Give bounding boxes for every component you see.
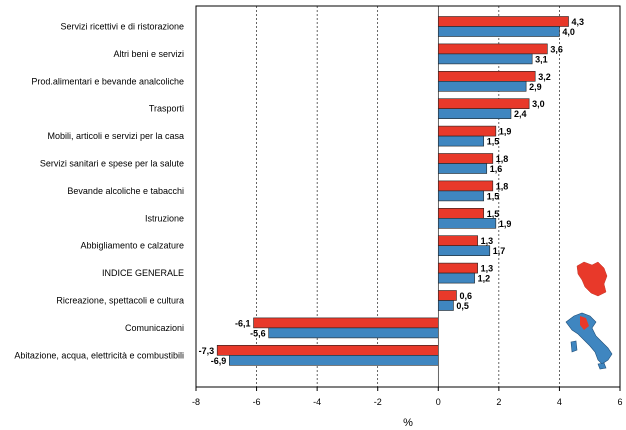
bar-italia xyxy=(437,26,560,37)
data-label: 1,8 xyxy=(496,154,509,164)
bar-toscana xyxy=(437,290,457,301)
data-label: 4,3 xyxy=(572,17,585,27)
bar-italia xyxy=(437,272,475,284)
data-label: 1,5 xyxy=(487,191,500,201)
tuscany-map-icon xyxy=(576,261,608,297)
bar-italia xyxy=(437,300,454,311)
data-label: 2,9 xyxy=(529,82,542,92)
data-label: -7,3 xyxy=(199,346,215,356)
data-label: 1,3 xyxy=(481,236,494,246)
data-label: 1,9 xyxy=(499,127,512,137)
x-tick-label: 4 xyxy=(557,397,562,407)
bar-toscana xyxy=(437,43,548,55)
bar-italia xyxy=(437,245,491,256)
data-label: 1,8 xyxy=(496,181,509,191)
data-label: 4,0 xyxy=(562,27,575,37)
x-axis-label: % xyxy=(403,417,413,429)
data-label: -6,1 xyxy=(235,318,251,328)
bar-toscana xyxy=(437,208,485,219)
data-label: 1,5 xyxy=(487,209,500,219)
bar-italia xyxy=(437,108,512,119)
bar-toscana xyxy=(437,153,494,164)
bar-italia xyxy=(437,135,485,147)
bar-italia xyxy=(437,53,533,65)
category-label: Altri beni e servizi xyxy=(113,49,184,59)
bar-toscana xyxy=(437,125,497,137)
x-tick-label: -6 xyxy=(253,397,261,407)
category-label: Abbigliamento e calzature xyxy=(80,241,184,251)
data-label: -5,6 xyxy=(250,328,266,338)
x-axis-ticks: -8 -6 -4 -2 0 2 4 6 xyxy=(192,387,623,407)
category-label: Istruzione xyxy=(145,213,184,223)
bar-toscana xyxy=(437,180,494,192)
bar-italia xyxy=(437,81,527,92)
category-label: INDICE GENERALE xyxy=(102,268,184,278)
category-label: Trasporti xyxy=(149,104,184,114)
data-label: 2,4 xyxy=(514,109,527,119)
bar-toscana xyxy=(437,98,530,109)
data-label: 1,3 xyxy=(481,264,494,274)
bar-toscana xyxy=(437,262,478,274)
category-label: Mobili, articoli e servizi per la casa xyxy=(47,131,184,141)
category-label: Prod.alimentari e bevande analcoliche xyxy=(31,76,184,86)
bar-italia xyxy=(437,190,485,202)
x-tick-label: 0 xyxy=(436,397,441,407)
bar-italia xyxy=(437,163,488,174)
data-label: -6,9 xyxy=(211,356,227,366)
bar-toscana xyxy=(253,317,439,329)
category-label: Bevande alcoliche e tabacchi xyxy=(67,186,184,196)
bar-toscana xyxy=(437,16,569,27)
data-label: 1,5 xyxy=(487,137,500,147)
bar-toscana xyxy=(437,235,478,246)
bars xyxy=(216,16,569,366)
data-label: 3,0 xyxy=(532,99,545,109)
italy-map-icon xyxy=(565,312,613,370)
x-tick-label: -4 xyxy=(313,397,321,407)
bar-italia xyxy=(268,327,439,339)
x-tick-label: -2 xyxy=(374,397,382,407)
category-labels: Servizi ricettivi e di ristorazione Altri… xyxy=(14,22,184,361)
category-label: Abitazione, acqua, elettricità e combust… xyxy=(14,350,184,360)
data-label: 3,2 xyxy=(538,72,551,82)
bar-toscana xyxy=(216,344,439,356)
data-label: 1,6 xyxy=(490,164,503,174)
bar-italia xyxy=(437,218,497,229)
data-label: 1,9 xyxy=(499,219,512,229)
x-tick-label: 2 xyxy=(496,397,501,407)
data-labels: 4,34,03,63,13,22,93,02,41,91,51,81,61,81… xyxy=(199,17,584,366)
x-tick-label: -8 xyxy=(192,397,200,407)
data-label: 0,6 xyxy=(459,291,472,301)
category-label: Ricreazione, spettacoli e cultura xyxy=(56,296,184,306)
category-label: Servizi ricettivi e di ristorazione xyxy=(60,22,184,32)
bar-italia xyxy=(229,354,439,366)
data-label: 3,1 xyxy=(535,54,548,64)
x-tick-label: 6 xyxy=(617,397,622,407)
data-label: 1,7 xyxy=(493,246,506,256)
data-label: 0,5 xyxy=(456,301,469,311)
category-label: Servizi sanitari e spese per la salute xyxy=(40,159,184,169)
data-label: 1,2 xyxy=(478,274,491,284)
data-label: 3,6 xyxy=(550,44,563,54)
bar-toscana xyxy=(437,71,536,82)
category-label: Comunicazioni xyxy=(125,323,184,333)
